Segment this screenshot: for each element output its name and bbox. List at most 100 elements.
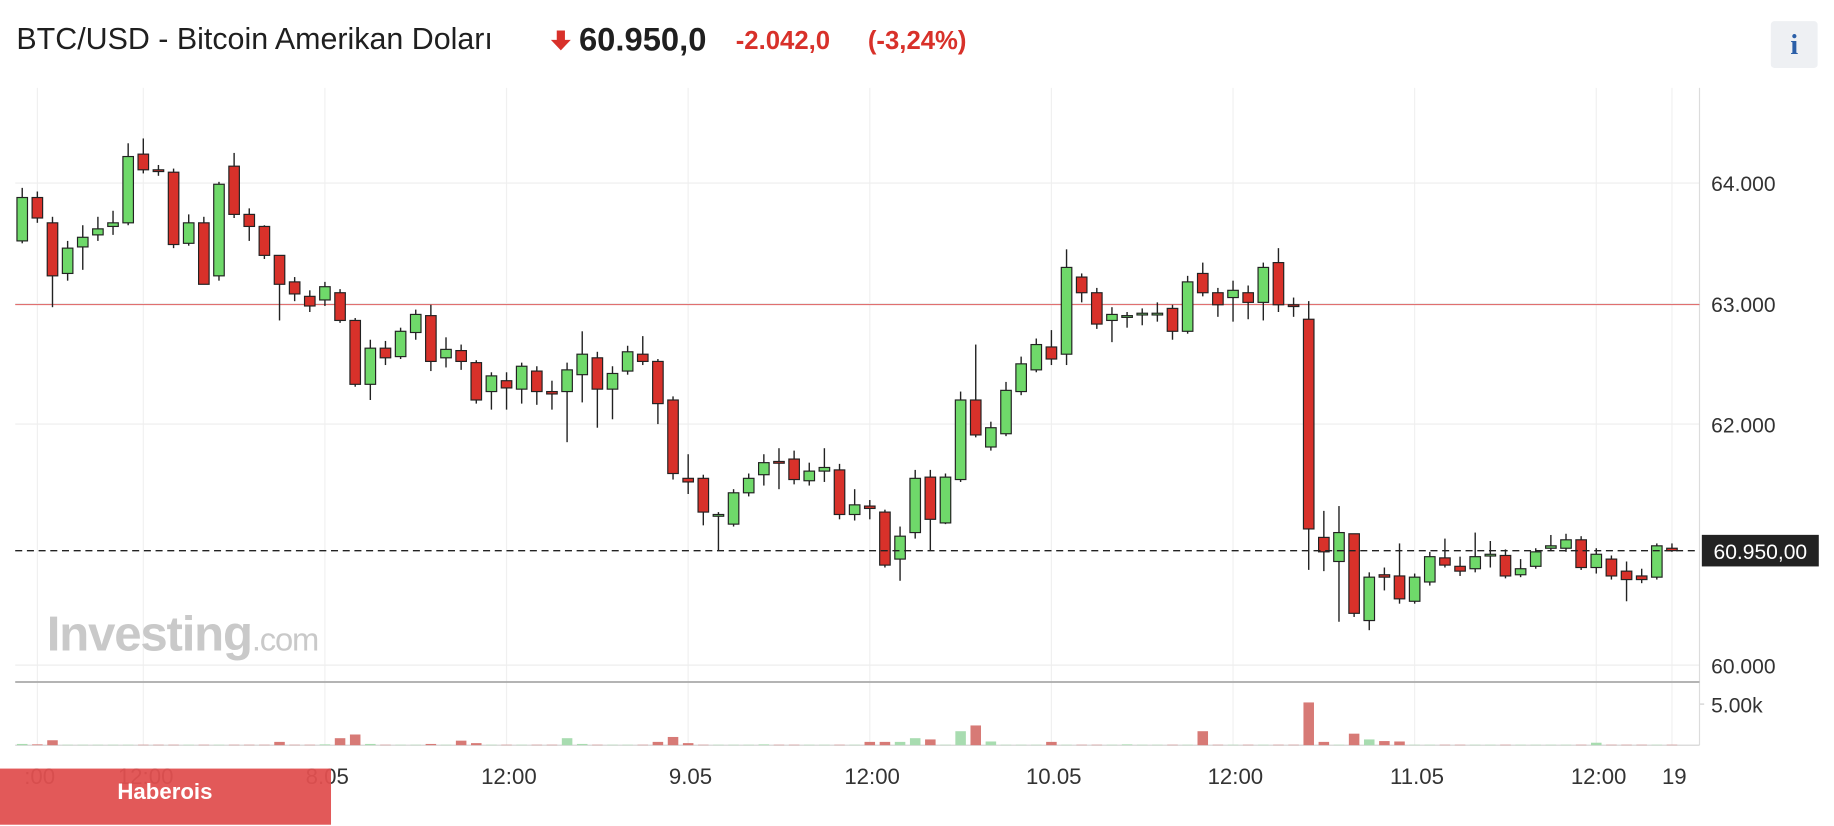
volume-bar [667,736,679,746]
candle-body [636,353,649,363]
candle-body [334,292,346,322]
candle-body [788,458,800,481]
candle-body [1545,545,1557,549]
y-tick-label: 62.000 [1711,414,1775,437]
candle-body [1075,276,1088,294]
volume-bar [1591,742,1602,746]
candle-body [1272,262,1285,306]
candle-body [92,228,104,236]
candle-body [31,196,44,219]
volume-bar [319,744,331,746]
candle-body [1196,272,1209,294]
x-tick-label: 19 [1662,764,1687,789]
volume-bar [1318,741,1330,746]
volume-bar [16,743,28,746]
volume-bar [955,731,966,746]
candle-body [742,477,755,494]
candle-body [1635,575,1648,581]
x-tick-label: 10.05 [1026,764,1082,789]
candle-body [61,247,74,275]
candle-body [576,353,589,376]
candle-body [833,469,846,516]
candle-body [1423,556,1436,583]
volume-bar [471,743,482,746]
brand-watermark: Investing.com [47,607,318,661]
candle-body [1393,575,1406,600]
info-button[interactable]: i [1770,21,1818,68]
candle-body [894,535,906,560]
candle-body [621,351,634,372]
candle-body [288,281,301,295]
volume-bar [1394,741,1405,746]
candle-body [1363,576,1376,622]
volume-tick-label: 5.00k [1711,694,1763,717]
candle-body [667,399,679,475]
candle-body [1575,539,1587,569]
candle-body [1348,533,1360,614]
y-tick-label: 63.000 [1711,294,1775,317]
candle-body [1151,312,1164,316]
candle-body [1620,570,1633,581]
candle-body [939,476,952,524]
candle-body [1227,289,1239,299]
candle-body [137,153,150,171]
info-button-bg[interactable] [1770,21,1818,68]
candle-body [1106,313,1118,322]
candle-body [1030,343,1043,371]
candle-body [1287,304,1300,308]
volume-bar [925,739,936,746]
candle-body [1666,547,1678,552]
candle-body [1242,292,1255,303]
candle-body [712,513,725,517]
volume-bar [652,741,664,746]
candle-body [561,369,573,393]
candle-body [682,477,695,483]
info-icon[interactable]: i [1790,30,1798,61]
candle-body [1454,565,1466,572]
candle-body [1090,292,1103,325]
candle-body [985,427,997,448]
price-change-percent: (-3,24%) [868,27,967,55]
candle-body [1408,576,1421,602]
candle-body [1181,281,1194,332]
volume-bar [970,725,982,746]
volume-bar [879,741,891,746]
candle-body [440,348,452,359]
last-price: 60.950,0 [579,20,706,57]
candle-body [379,347,392,359]
candle-body [1514,568,1527,576]
candle-body [591,357,604,390]
candle-body [1302,318,1315,530]
candle-body [1015,363,1027,393]
candle-body [455,349,467,363]
candle-body [394,330,407,358]
candle-body [652,360,664,405]
volume-bar [274,741,285,746]
candle-body [213,183,225,277]
banner-bg [0,768,332,825]
volume-bar [1348,733,1360,746]
candle-body [1590,553,1603,569]
candle-body [757,462,770,476]
candle-body [1529,551,1542,567]
volume-bar [909,738,921,746]
candle-body [349,319,362,385]
volume-bar [365,743,376,746]
candle-body [303,295,316,307]
candle-body [273,254,286,285]
candle-body [470,362,483,401]
candle-body [1484,553,1497,557]
plot-area: :0012:008.0512:009.0512:0010.0512:0011.0… [15,87,1819,789]
candle-body [167,171,180,246]
candle-body [319,286,331,301]
candle-body [818,466,831,472]
x-tick-label: 9.05 [669,764,712,789]
candle-body [1318,536,1330,553]
candle-body [258,225,271,256]
volume-bar [1121,744,1133,746]
x-tick-label: 11.05 [1390,764,1444,789]
candle-body [425,315,437,363]
candle-body [228,165,240,215]
volume-bar [1046,741,1057,746]
